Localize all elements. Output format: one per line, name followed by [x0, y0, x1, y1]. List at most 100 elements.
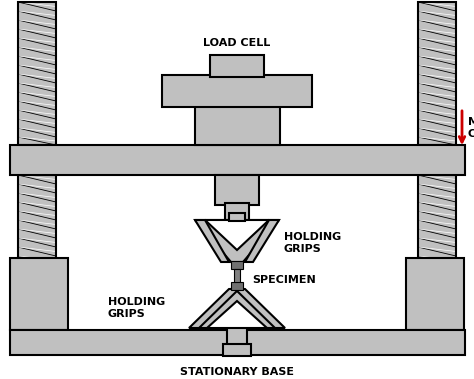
Bar: [229, 213, 245, 221]
Bar: [18, 301, 56, 310]
Bar: [418, 2, 456, 145]
Polygon shape: [245, 220, 279, 262]
Bar: [418, 229, 456, 238]
Bar: [18, 2, 56, 11]
Bar: [418, 247, 456, 256]
Bar: [18, 38, 56, 47]
Bar: [18, 319, 56, 328]
Bar: [223, 344, 251, 356]
Text: HOLDING
GRIPS: HOLDING GRIPS: [284, 232, 341, 254]
Bar: [18, 119, 56, 128]
Bar: [18, 175, 56, 184]
Bar: [418, 92, 456, 101]
Bar: [418, 128, 456, 137]
Bar: [418, 29, 456, 38]
Bar: [418, 74, 456, 83]
Bar: [231, 282, 243, 290]
Bar: [418, 220, 456, 229]
Bar: [418, 175, 456, 184]
Text: LOAD CELL: LOAD CELL: [203, 38, 271, 48]
Bar: [18, 175, 56, 330]
Bar: [18, 220, 56, 229]
Bar: [418, 328, 456, 330]
Bar: [18, 229, 56, 238]
Bar: [18, 175, 56, 330]
Bar: [418, 319, 456, 328]
Bar: [418, 310, 456, 319]
Bar: [18, 2, 56, 145]
Bar: [418, 238, 456, 247]
Bar: [418, 137, 456, 145]
Text: SPECIMEN: SPECIMEN: [252, 275, 316, 285]
Bar: [418, 292, 456, 301]
Polygon shape: [205, 220, 269, 250]
Bar: [10, 330, 465, 355]
Bar: [418, 274, 456, 283]
Polygon shape: [207, 301, 267, 328]
Bar: [18, 47, 56, 56]
Bar: [418, 184, 456, 193]
Bar: [18, 247, 56, 256]
Bar: [418, 38, 456, 47]
Bar: [406, 258, 464, 330]
Bar: [418, 2, 456, 145]
Bar: [418, 110, 456, 119]
Bar: [18, 274, 56, 283]
Bar: [18, 328, 56, 330]
Bar: [18, 11, 56, 20]
Bar: [418, 283, 456, 292]
Bar: [18, 56, 56, 65]
Polygon shape: [235, 289, 285, 328]
Bar: [418, 119, 456, 128]
Bar: [18, 256, 56, 265]
Bar: [231, 261, 243, 269]
Bar: [162, 75, 312, 107]
Bar: [418, 301, 456, 310]
Bar: [18, 74, 56, 83]
Bar: [418, 47, 456, 56]
Bar: [18, 29, 56, 38]
Bar: [418, 101, 456, 110]
Bar: [418, 2, 456, 11]
Bar: [225, 203, 249, 221]
Bar: [18, 2, 56, 145]
Bar: [227, 327, 247, 345]
Bar: [18, 238, 56, 247]
Bar: [18, 92, 56, 101]
Bar: [18, 193, 56, 202]
Bar: [18, 128, 56, 137]
Bar: [18, 265, 56, 274]
Bar: [10, 145, 465, 175]
Bar: [418, 20, 456, 29]
Bar: [18, 184, 56, 193]
Bar: [418, 83, 456, 92]
Bar: [418, 56, 456, 65]
Bar: [418, 256, 456, 265]
Bar: [18, 211, 56, 220]
Bar: [234, 269, 240, 290]
Bar: [418, 11, 456, 20]
Bar: [18, 292, 56, 301]
Bar: [418, 265, 456, 274]
Polygon shape: [195, 220, 229, 262]
Bar: [10, 258, 68, 330]
Bar: [18, 20, 56, 29]
Bar: [18, 65, 56, 74]
Bar: [18, 202, 56, 211]
Polygon shape: [195, 220, 279, 262]
Bar: [215, 175, 259, 205]
Text: HOLDING
GRIPS: HOLDING GRIPS: [108, 297, 165, 319]
Bar: [18, 101, 56, 110]
Bar: [18, 83, 56, 92]
Bar: [195, 105, 280, 145]
Bar: [18, 283, 56, 292]
Bar: [418, 175, 456, 330]
Bar: [418, 211, 456, 220]
Bar: [418, 175, 456, 330]
Polygon shape: [189, 289, 239, 328]
Polygon shape: [197, 289, 277, 328]
Bar: [18, 110, 56, 119]
Bar: [418, 193, 456, 202]
Bar: [18, 137, 56, 145]
Bar: [418, 65, 456, 74]
